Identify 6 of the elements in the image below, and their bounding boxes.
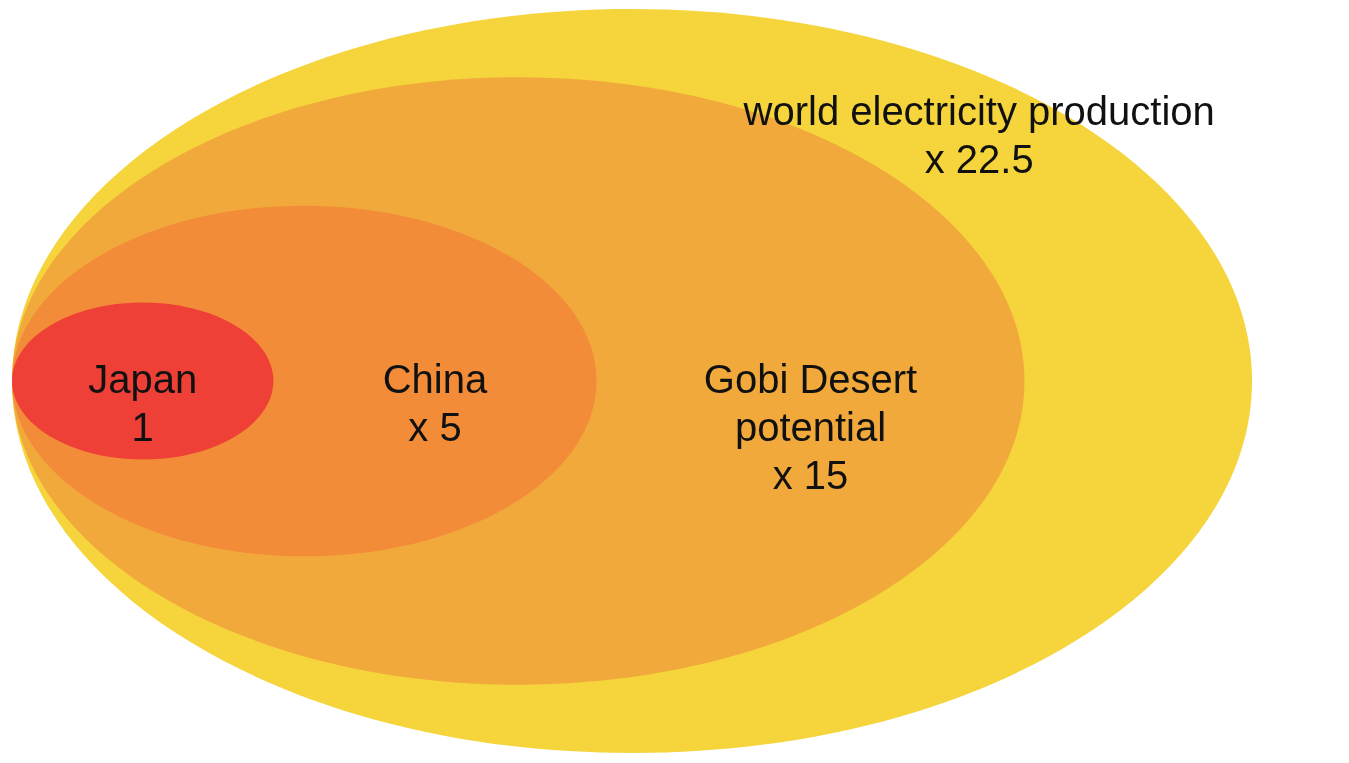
data-label: x 22.5 [924, 137, 1034, 182]
category-label: Japan [88, 357, 198, 401]
data-label: x 15 [772, 453, 849, 497]
category-label: China [382, 357, 488, 401]
data-label: 1 [131, 405, 154, 449]
data-label: x 5 [408, 405, 462, 449]
